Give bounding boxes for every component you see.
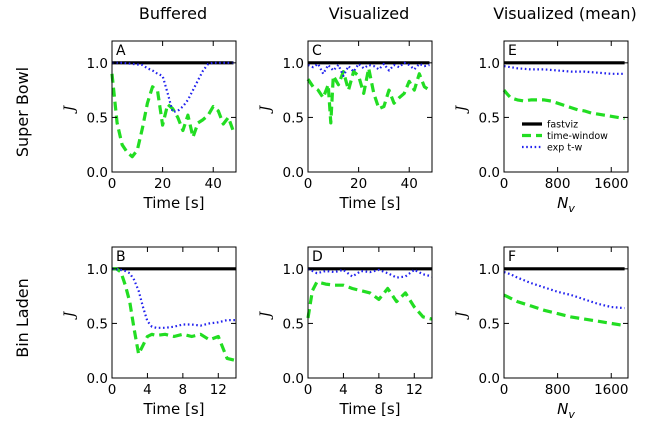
x-tick-label: 800 [545,382,571,398]
panel-A: 0 20 40 0.0 0.5 1.0 A Time [s] J [62,41,236,212]
column-title-buffered: Buffered [139,4,207,23]
x-axis-label: Time [s] [143,194,205,212]
y-tick-label: 0.0 [283,371,304,387]
y-tick-label: 0.5 [87,316,108,332]
y-tick-label: 1.0 [283,56,304,72]
x-axis-label: Time [s] [339,194,401,212]
x-tick-label: 40 [401,176,418,192]
series-line-time-window [112,269,236,361]
legend-label: time-window [547,131,608,142]
x-tick-label: 0 [500,176,509,192]
panel-D: 0 4 8 12 0.0 0.5 1.0 D Time [s] J [258,247,432,418]
x-tick-label: 4 [339,382,348,398]
panel-letter: A [116,43,126,59]
y-tick-label: 1.0 [87,56,108,72]
y-tick-label: 0.5 [283,316,304,332]
y-tick-label: 1.0 [87,262,108,278]
x-tick-label: 1600 [594,176,628,192]
legend-label: fastviz [547,120,578,131]
x-tick-label: 800 [545,176,571,192]
x-tick-label: 0 [304,176,313,192]
x-tick-label: 0 [500,382,509,398]
row-title-super-bowl: Super Bowl [13,67,32,157]
panel-E: 0 800 1600 0.0 0.5 1.0 E Nv J [454,41,628,215]
y-axis-label: J [62,104,78,114]
y-tick-label: 0.5 [283,110,304,126]
x-tick-label: 8 [375,382,384,398]
x-axis-label: Nv [557,400,575,421]
panel-F: 0 800 1600 0.0 0.5 1.0 F Nv J [454,247,628,421]
series-line-time-window [112,74,234,157]
axes-frame [308,41,432,172]
x-tick-label: 8 [179,382,188,398]
axes-frame [112,247,236,378]
x-axis-label: Time [s] [143,400,205,418]
x-tick-label: 0 [108,382,117,398]
series-line-exp-t-w [504,66,625,74]
column-title-visualized: Visualized [329,4,410,23]
y-tick-label: 0.0 [87,371,108,387]
y-tick-label: 0.5 [479,110,500,126]
y-axis-label: J [258,310,274,320]
y-tick-label: 0.5 [87,110,108,126]
x-tick-label: 1600 [594,382,628,398]
y-axis-label: J [454,104,470,114]
panel-letter: F [508,249,516,265]
panel-letter: C [312,43,322,59]
y-tick-label: 0.0 [87,165,108,181]
column-title-visualized-mean: Visualized (mean) [493,4,637,23]
x-tick-label: 0 [108,176,117,192]
series-line-time-window [504,90,625,118]
x-tick-label: 4 [143,382,152,398]
y-tick-label: 0.0 [283,165,304,181]
row-title-bin-laden: Bin Laden [13,278,32,358]
panel-C: 0 20 40 0.0 0.5 1.0 C Time [s] J [258,41,432,212]
y-axis-label: J [258,104,274,114]
series-line-time-window [504,295,625,326]
panel-letter: D [312,249,323,265]
x-tick-label: 12 [406,382,423,398]
series-line-exp-t-w [112,63,234,112]
panel-letter: E [508,43,517,59]
y-axis-label: J [62,310,78,320]
x-tick-label: 0 [304,382,313,398]
y-tick-label: 1.0 [283,262,304,278]
y-tick-label: 0.0 [479,371,500,387]
axes-frame [308,247,432,378]
y-tick-label: 1.0 [479,262,500,278]
x-tick-label: 12 [210,382,227,398]
x-tick-label: 20 [154,176,171,192]
panel-letter: B [116,249,126,265]
y-tick-label: 0.0 [479,165,500,181]
y-tick-label: 1.0 [479,56,500,72]
x-axis-label: Nv [557,194,575,215]
x-tick-label: 40 [205,176,222,192]
x-tick-label: 20 [350,176,367,192]
x-axis-label: Time [s] [339,400,401,418]
legend-label: exp t-w [547,143,583,154]
series-line-time-window [308,282,432,319]
series-line-exp-t-w [112,269,236,328]
series-line-time-window [308,68,430,123]
axes-frame [504,247,628,378]
axes-frame [112,41,236,172]
y-tick-label: 0.5 [479,316,500,332]
panel-B: 0 4 8 12 0.0 0.5 1.0 B Time [s] J [62,247,236,418]
y-axis-label: J [454,310,470,320]
